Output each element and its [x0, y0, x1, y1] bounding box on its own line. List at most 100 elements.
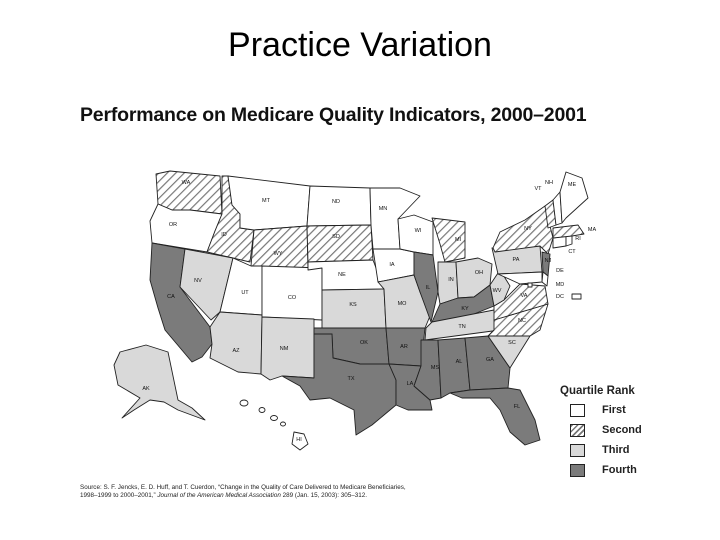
state-label-ca: CA [167, 294, 175, 300]
state-label-fl: FL [514, 404, 520, 410]
state-label-wy: WY [274, 251, 283, 257]
state-label-ia: IA [389, 262, 395, 268]
state-label-ut: UT [241, 290, 249, 296]
state-label-il: IL [426, 285, 431, 291]
state-il [413, 251, 439, 323]
state-co [261, 265, 323, 321]
state-label-ma: MA [588, 227, 597, 233]
state-label-ok: OK [360, 340, 368, 346]
state-label-la: LA [407, 381, 414, 387]
legend-label-first: First [602, 404, 626, 416]
state-ak [113, 344, 206, 421]
state-fl [449, 387, 541, 446]
hawaii-island-1 [239, 399, 249, 407]
state-label-ga: GA [486, 357, 494, 363]
state-label-tn: TN [458, 324, 465, 330]
source-citation: Source: S. F. Jencks, E. D. Huff, and T.… [80, 484, 410, 501]
state-wy [250, 225, 309, 271]
legend-label-fourth: Fourth [602, 464, 637, 476]
state-me [559, 171, 589, 224]
legend-item-second: Second [560, 423, 670, 437]
state-label-mi: MI [455, 237, 462, 243]
legend-label-third: Third [602, 444, 630, 456]
state-label-nj: NJ [545, 258, 552, 264]
state-label-id: ID [221, 232, 227, 238]
state-label-hi: HI [296, 437, 302, 443]
state-label-ms: MS [431, 365, 440, 371]
state-label-me: ME [568, 182, 577, 188]
state-label-mn: MN [379, 206, 388, 212]
state-nv [179, 248, 234, 321]
state-label-md: MD [556, 282, 565, 288]
state-ga [464, 335, 511, 391]
legend-item-first: First [560, 403, 670, 417]
state-label-pa: PA [513, 257, 520, 263]
state-label-oh: OH [475, 270, 483, 276]
state-md [497, 271, 543, 285]
state-label-nv: NV [194, 278, 202, 284]
state-label-al: AL [456, 359, 463, 365]
state-label-nm: NM [280, 346, 289, 352]
state-az [209, 311, 263, 375]
state-label-wi: WI [415, 228, 422, 234]
state-label-ks: KS [349, 302, 357, 308]
state-label-nd: ND [332, 199, 340, 205]
state-label-wa: WA [182, 180, 191, 186]
state-label-nc: NC [518, 318, 526, 324]
source-details: 289 (Jan. 15, 2003): 305–312. [282, 492, 367, 500]
state-hi [291, 431, 309, 451]
source-text: Source: S. F. Jencks, E. D. Huff, and T.… [80, 484, 406, 500]
legend-swatch-fourth [570, 463, 585, 477]
state-nd [306, 185, 372, 227]
state-label-va: VA [521, 293, 528, 299]
state-label-nh: NH [545, 180, 553, 186]
map-title: Performance on Medicare Quality Indicato… [80, 104, 587, 126]
legend-item-fourth: Fourth [560, 463, 670, 477]
state-label-ct: CT [568, 249, 576, 255]
state-in [437, 261, 459, 305]
state-label-ny: NY [524, 226, 532, 232]
state-label-vt: VT [534, 186, 542, 192]
hawaii-island-2 [258, 407, 266, 413]
state-ny [492, 205, 554, 255]
slide-title: Practice Variation [228, 26, 492, 64]
state-label-mt: MT [262, 198, 271, 204]
state-label-mo: MO [398, 301, 408, 307]
legend-swatch-second [570, 423, 585, 437]
hawaii-island-4 [280, 421, 286, 427]
map-legend: Quartile Rank First Second Third Fourth [560, 385, 670, 477]
state-label-ri: RI [575, 236, 581, 242]
hawaii-island-3 [270, 415, 278, 421]
state-label-sc: SC [508, 340, 516, 346]
state-ri [565, 235, 573, 247]
state-dc [527, 282, 533, 288]
state-label-ky: KY [461, 306, 469, 312]
legend-swatch-third [570, 443, 585, 457]
state-mi [431, 217, 466, 263]
state-label-de: DE [556, 268, 564, 274]
state-label-dc: DC [556, 294, 564, 300]
legend-title: Quartile Rank [560, 385, 635, 397]
state-al [437, 337, 471, 399]
state-tx [281, 333, 397, 436]
state-label-sd: SD [332, 234, 340, 240]
legend-label-second: Second [602, 424, 642, 436]
dc-callout-box [571, 293, 582, 300]
state-label-ak: AK [142, 386, 150, 392]
state-label-ne: NE [338, 272, 346, 278]
state-ma [552, 224, 585, 239]
state-label-co: CO [288, 295, 297, 301]
source-journal: Journal of the American Medical Associat… [157, 492, 281, 500]
state-label-wv: WV [493, 288, 502, 294]
legend-item-third: Third [560, 443, 670, 457]
state-ks [321, 288, 387, 329]
state-label-tx: TX [347, 376, 354, 382]
state-label-in: IN [448, 277, 454, 283]
state-sd [306, 224, 374, 263]
legend-swatch-first [570, 403, 585, 417]
state-wi [397, 214, 434, 256]
state-label-or: OR [169, 222, 177, 228]
state-label-az: AZ [232, 348, 240, 354]
state-label-ar: AR [400, 344, 408, 350]
